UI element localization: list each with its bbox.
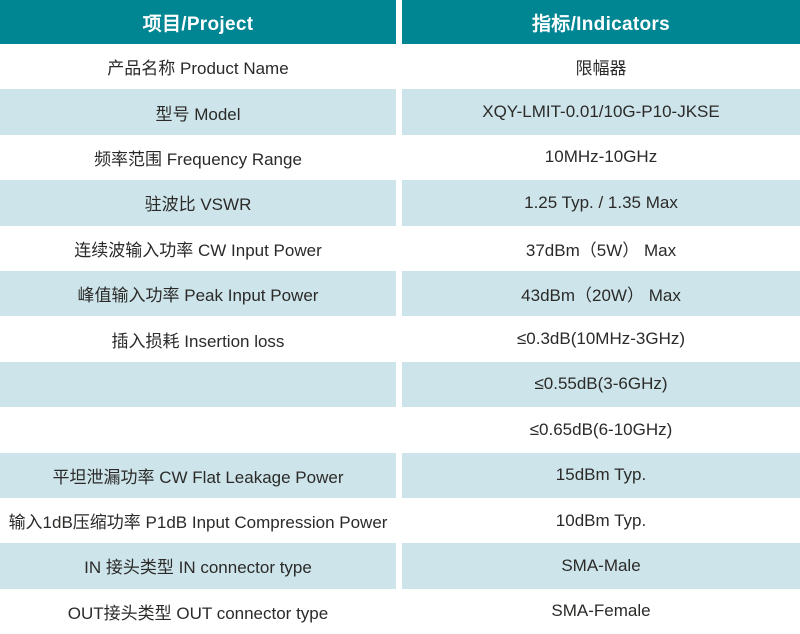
- table-row: 频率范围 Frequency Range 10MHz-10GHz: [0, 134, 800, 181]
- indicator-cell: 1.25 Typ. / 1.35 Max: [402, 180, 800, 226]
- project-cell: 连续波输入功率 CW Input Power: [0, 225, 396, 271]
- table-row: 平坦泄漏功率 CW Flat Leakage Power 15dBm Typ.: [0, 452, 800, 498]
- table-row: 峰值输入功率 Peak Input Power 43dBm（20W） Max: [0, 270, 800, 317]
- project-cell: 产品名称 Product Name: [0, 44, 396, 90]
- indicator-cell: 10dBm Typ.: [402, 497, 800, 544]
- table-row: 插入损耗 Insertion loss ≤0.3dB(10MHz-3GHz): [0, 316, 800, 362]
- project-cell: OUT接头类型 OUT connector type: [0, 588, 396, 634]
- project-cell: 驻波比 VSWR: [0, 180, 396, 226]
- table-row: OUT接头类型 OUT connector type SMA-Female: [0, 588, 800, 634]
- table-row: 连续波输入功率 CW Input Power 37dBm（5W） Max: [0, 225, 800, 271]
- indicator-cell: SMA-Female: [402, 588, 800, 634]
- indicator-cell: 限幅器: [402, 44, 800, 90]
- indicator-cell: ≤0.3dB(10MHz-3GHz): [402, 316, 800, 362]
- header-indicators: 指标/Indicators: [402, 0, 800, 44]
- project-cell: [0, 407, 396, 453]
- indicator-cell: 15dBm Typ.: [402, 452, 800, 498]
- project-cell: 型号 Model: [0, 89, 396, 135]
- table-row: 产品名称 Product Name 限幅器: [0, 44, 800, 90]
- indicator-cell: ≤0.65dB(6-10GHz): [402, 407, 800, 453]
- project-cell: [0, 361, 396, 408]
- table-row: 型号 Model XQY-LMIT-0.01/10G-P10-JKSE: [0, 89, 800, 135]
- project-cell: 频率范围 Frequency Range: [0, 134, 396, 181]
- table-header-row: 项目/Project 指标/Indicators: [0, 0, 800, 44]
- table-row: ≤0.55dB(3-6GHz): [0, 361, 800, 408]
- indicator-cell: ≤0.55dB(3-6GHz): [402, 361, 800, 408]
- project-cell: 输入1dB压缩功率 P1dB Input Compression Power: [0, 497, 396, 544]
- indicator-cell: 10MHz-10GHz: [402, 134, 800, 181]
- table-row: ≤0.65dB(6-10GHz): [0, 407, 800, 453]
- project-cell: 平坦泄漏功率 CW Flat Leakage Power: [0, 452, 396, 498]
- indicator-cell: 37dBm（5W） Max: [402, 225, 800, 271]
- indicator-cell: SMA-Male: [402, 543, 800, 589]
- project-cell: 峰值输入功率 Peak Input Power: [0, 270, 396, 317]
- indicator-cell: 43dBm（20W） Max: [402, 270, 800, 317]
- table-body: 产品名称 Product Name 限幅器 型号 Model XQY-LMIT-…: [0, 44, 800, 634]
- project-cell: 插入损耗 Insertion loss: [0, 316, 396, 362]
- table-row: 驻波比 VSWR 1.25 Typ. / 1.35 Max: [0, 180, 800, 226]
- indicator-cell: XQY-LMIT-0.01/10G-P10-JKSE: [402, 89, 800, 135]
- table-row: IN 接头类型 IN connector type SMA-Male: [0, 543, 800, 589]
- header-project: 项目/Project: [0, 0, 396, 44]
- project-cell: IN 接头类型 IN connector type: [0, 543, 396, 589]
- table-row: 输入1dB压缩功率 P1dB Input Compression Power 1…: [0, 497, 800, 544]
